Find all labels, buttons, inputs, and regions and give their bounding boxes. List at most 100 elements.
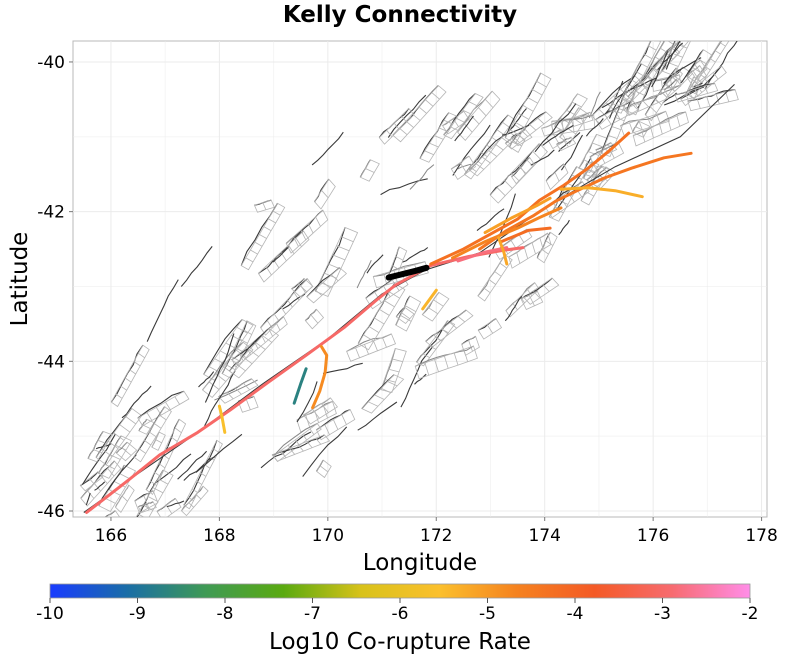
- colorbar-tick-label: -6: [392, 604, 409, 624]
- fault-trace: [357, 401, 398, 431]
- fault-surface-projection: [419, 112, 459, 163]
- y-axis-ticks: -40 -42 -44 -46: [37, 53, 73, 522]
- corupture-fault-9: [421, 288, 438, 311]
- fault-trace: [204, 333, 235, 403]
- colorbar: [49, 583, 751, 599]
- fault-trace: [373, 261, 426, 277]
- fault-surface-projection: [510, 156, 535, 185]
- kelly-source-fault: [385, 264, 430, 281]
- fault-surface-projection: [545, 181, 590, 219]
- fault-surface-projection: [504, 72, 552, 145]
- fault-surface-projection: [520, 290, 544, 311]
- x-axis-label: Longitude: [363, 550, 477, 576]
- fault-surface-projection: [98, 464, 137, 513]
- fault-trace: [366, 254, 384, 274]
- corupture-fault-12: [497, 236, 509, 266]
- fault-trace: [387, 94, 427, 138]
- fault-surface-projection: [414, 345, 478, 380]
- fault-trace: [509, 108, 527, 130]
- fault-trace: [560, 134, 583, 171]
- fault-trace: [121, 385, 152, 419]
- fault-surface-projection: [555, 136, 577, 152]
- fault-surface-projection: [115, 441, 138, 462]
- fault-trace: [663, 57, 702, 84]
- fault-trace: [356, 259, 372, 289]
- fault-trace: [588, 91, 601, 119]
- fault-surface-projection: [357, 282, 406, 351]
- fault-surface-projection: [687, 89, 739, 112]
- fault-trace: [600, 90, 627, 154]
- fault-surface-projection: [623, 92, 669, 116]
- fault-surface-projection: [314, 226, 359, 298]
- x-tick-label: 166: [95, 526, 127, 546]
- fault-surface-projection: [95, 407, 143, 466]
- fault-surface-projection: [180, 485, 209, 517]
- fault-surface-projection: [680, 65, 727, 107]
- x-tick-label: 172: [420, 526, 452, 546]
- fault-trace: [272, 246, 290, 263]
- fault-surface-projection: [315, 409, 356, 441]
- fault-trace: [214, 379, 258, 401]
- fault-trace: [402, 247, 429, 263]
- fault-surface-projection: [554, 93, 588, 132]
- fault-surface-projection: [685, 65, 707, 88]
- colorbar-tick-label: -9: [129, 604, 146, 624]
- fault-surface-projection: [218, 378, 259, 404]
- fault-trace: [620, 110, 666, 127]
- fault-trace: [204, 370, 236, 427]
- fault-trace: [687, 89, 736, 102]
- corupture-faults: [85, 131, 693, 514]
- corupture-fault-7: [499, 226, 552, 244]
- colorbar-tick-label: -2: [742, 604, 759, 624]
- x-tick-label: 176: [637, 526, 669, 546]
- fault-trace: [686, 49, 704, 77]
- fault-surface-projection: [457, 90, 501, 142]
- y-tick-label: -40: [37, 53, 65, 73]
- fault-trace: [504, 296, 523, 322]
- fault-trace: [346, 333, 392, 352]
- fault-trace: [146, 279, 179, 342]
- fault-surface-projection: [260, 278, 314, 336]
- fault-surface-projection: [477, 318, 503, 340]
- fault-surface-projection: [640, 41, 690, 90]
- fault-trace: [166, 500, 185, 508]
- fault-surface-projection: [392, 84, 447, 143]
- fault-surface-projection: [183, 439, 223, 510]
- fault-surface-projection: [508, 232, 552, 269]
- fault-surface-projection: [228, 327, 280, 379]
- fault-trace: [94, 481, 106, 491]
- fault-trace: [409, 164, 435, 190]
- fault-trace: [195, 433, 243, 473]
- fault-trace: [680, 62, 696, 84]
- fault-trace: [137, 390, 185, 419]
- fault-trace: [558, 219, 570, 236]
- corupture-fault-5: [559, 186, 644, 199]
- corupture-fault-8: [311, 344, 329, 410]
- fault-surface-projection: [253, 199, 275, 213]
- fault-surface-projection: [137, 390, 190, 427]
- fault-surface-projection: [523, 277, 560, 305]
- fault-trace: [183, 456, 216, 481]
- y-tick-label: -42: [37, 203, 65, 223]
- y-tick-label: -44: [37, 352, 65, 372]
- fault-surface-projection: [156, 497, 182, 517]
- fault-surface-projection: [395, 306, 415, 325]
- fault-trace: [400, 345, 434, 408]
- source-fault: [385, 264, 430, 281]
- fault-trace: [296, 381, 318, 423]
- x-axis-ticks: 166 168 170 172 174 176 178: [95, 517, 778, 546]
- fault-trace: [454, 115, 474, 142]
- fault-trace: [662, 92, 677, 104]
- fault-surface-projection: [477, 254, 513, 302]
- fault-surface-projection: [114, 484, 135, 514]
- fault-surface-projection: [240, 202, 286, 271]
- fault-surface-projection: [290, 277, 314, 298]
- fault-trace: [260, 278, 308, 329]
- fault-surface-projection: [468, 124, 524, 177]
- fault-trace: [302, 426, 348, 477]
- fault-surface-projection: [608, 96, 628, 114]
- fault-trace: [601, 77, 657, 109]
- fault-surface-projection: [660, 41, 691, 77]
- corupture-fault-6: [483, 196, 552, 235]
